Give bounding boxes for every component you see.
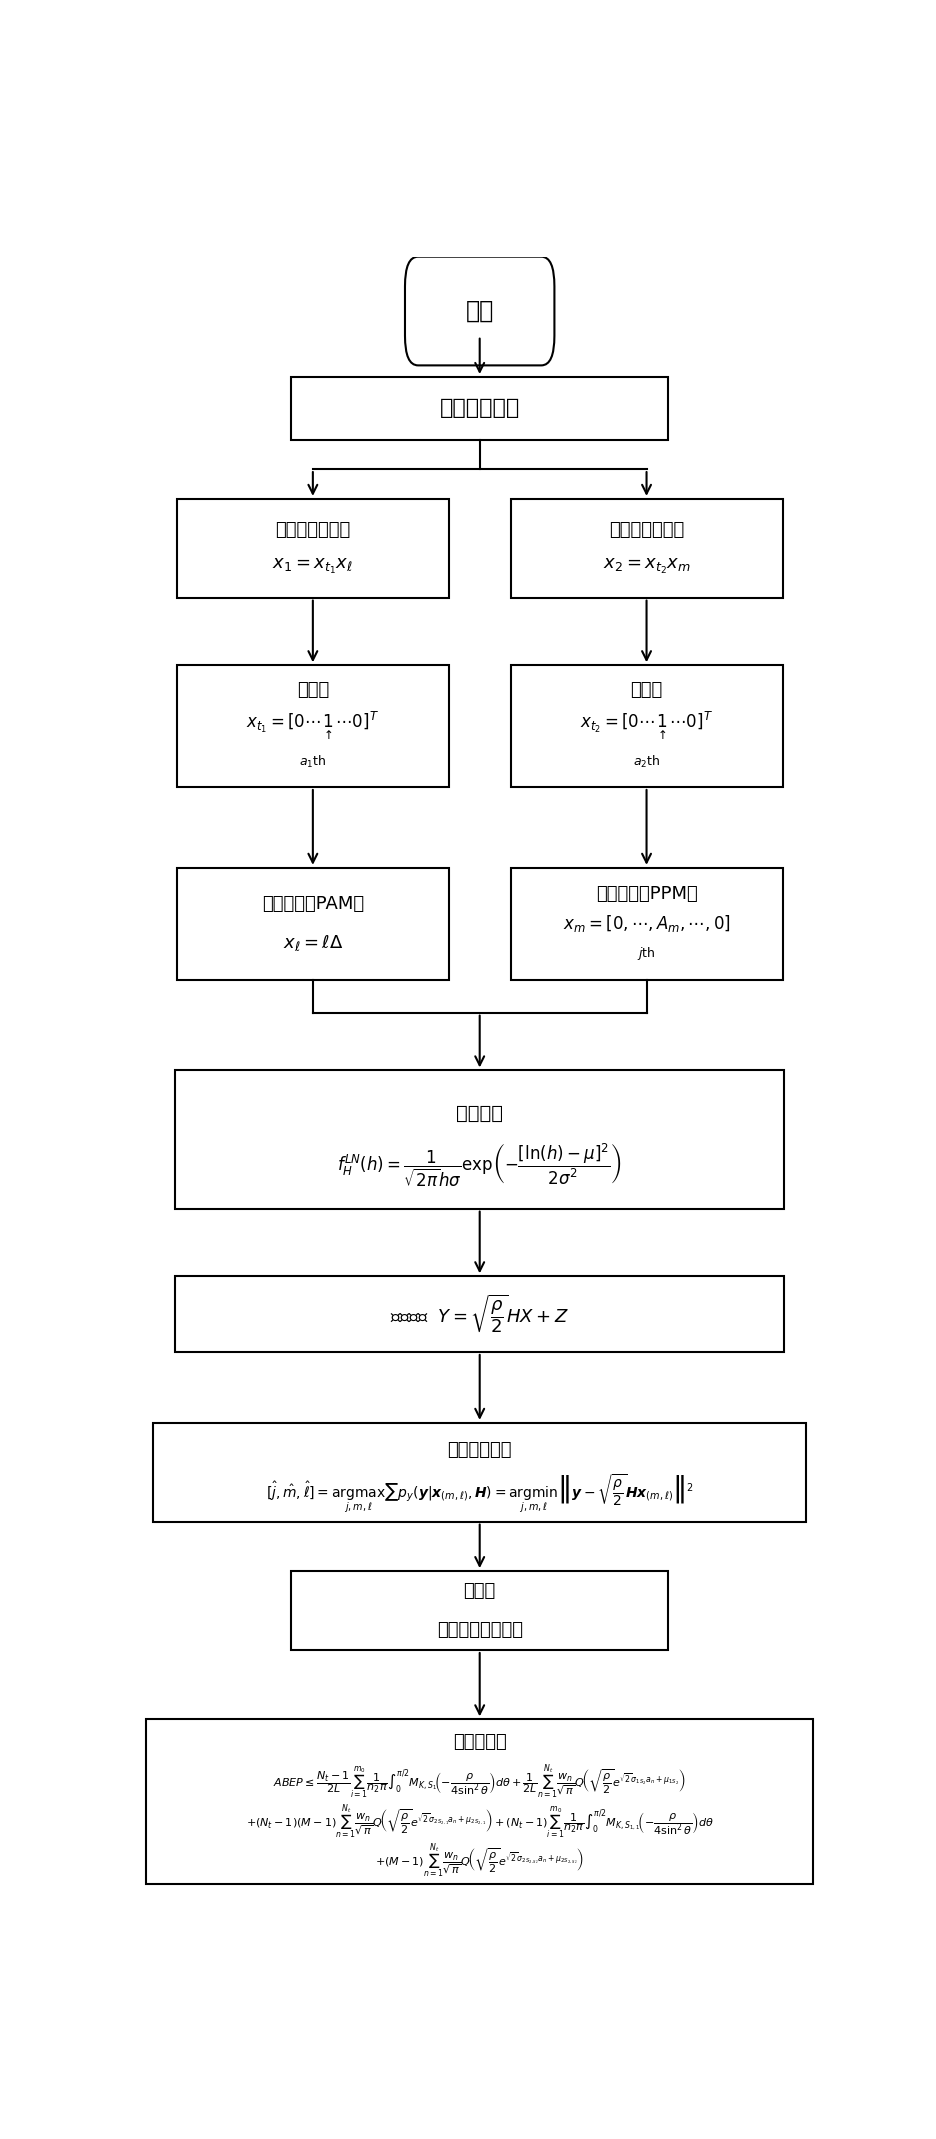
Text: 解映射: 解映射 <box>463 1581 496 1600</box>
FancyBboxPatch shape <box>405 257 554 366</box>
Text: 误码率上界: 误码率上界 <box>453 1733 506 1752</box>
Text: 层映射: 层映射 <box>631 680 663 699</box>
FancyBboxPatch shape <box>177 498 449 597</box>
Text: 比特映射（PPM）: 比特映射（PPM） <box>595 886 697 903</box>
Text: $f_H^{LN}(h)=\dfrac{1}{\sqrt{2\pi}h\sigma}\exp\!\left(-\dfrac{[\ln(h)-\mu]^2}{2\: $f_H^{LN}(h)=\dfrac{1}{\sqrt{2\pi}h\sigm… <box>337 1142 622 1189</box>
Text: 大气信道: 大气信道 <box>456 1104 504 1123</box>
Text: $x_{t_2}=[0\cdots\underset{\uparrow}{1}\cdots0]^T$: $x_{t_2}=[0\cdots\underset{\uparrow}{1}\… <box>580 710 713 742</box>
Text: 恢复出原始比特流: 恢复出原始比特流 <box>437 1621 522 1638</box>
Text: $j$th: $j$th <box>637 945 656 963</box>
Text: $x_1 = x_{t_1} x_{\ell}$: $x_1 = x_{t_1} x_{\ell}$ <box>272 556 353 575</box>
FancyBboxPatch shape <box>175 1070 784 1209</box>
Text: $+(N_t-1)(M-1)\sum_{n=1}^{N_t}\dfrac{w_n}{\sqrt{\pi}}Q\!\left(\sqrt{\dfrac{\rho}: $+(N_t-1)(M-1)\sum_{n=1}^{N_t}\dfrac{w_n… <box>245 1803 714 1840</box>
FancyBboxPatch shape <box>291 1570 668 1649</box>
FancyBboxPatch shape <box>154 1422 806 1521</box>
FancyBboxPatch shape <box>510 498 782 597</box>
Text: 第二层调制信号: 第二层调制信号 <box>609 522 684 539</box>
FancyBboxPatch shape <box>510 868 782 980</box>
Text: $x_2 = x_{t_2} x_m$: $x_2 = x_{t_2} x_m$ <box>603 556 691 575</box>
FancyBboxPatch shape <box>175 1277 784 1352</box>
Text: 接收信号  $Y=\sqrt{\dfrac{\rho}{2}}HX+Z$: 接收信号 $Y=\sqrt{\dfrac{\rho}{2}}HX+Z$ <box>390 1292 569 1335</box>
FancyBboxPatch shape <box>177 868 449 980</box>
Text: $a_2$th: $a_2$th <box>633 755 660 770</box>
Text: $+(M-1)\sum_{n=1}^{N_t}\dfrac{w_n}{\sqrt{\pi}}Q\!\left(\sqrt{\dfrac{\rho}{2}}e^{: $+(M-1)\sum_{n=1}^{N_t}\dfrac{w_n}{\sqrt… <box>375 1842 584 1880</box>
Text: $x_m=[0,\cdots,A_m,\cdots,0]$: $x_m=[0,\cdots,A_m,\cdots,0]$ <box>563 913 730 935</box>
Text: $x_{t_1}=[0\cdots\underset{\uparrow}{1}\cdots0]^T$: $x_{t_1}=[0\cdots\underset{\uparrow}{1}\… <box>246 710 379 742</box>
FancyBboxPatch shape <box>510 665 782 787</box>
FancyBboxPatch shape <box>177 665 449 787</box>
FancyBboxPatch shape <box>146 1720 813 1884</box>
Text: $ABEP\leq\dfrac{N_t-1}{2L}\sum_{i=1}^{m_0}\dfrac{1}{n_2\pi}\int_0^{\pi/2}M_{K,S_: $ABEP\leq\dfrac{N_t-1}{2L}\sum_{i=1}^{m_… <box>273 1763 686 1801</box>
Text: 最大似然检测: 最大似然检测 <box>447 1442 512 1459</box>
Text: 开始: 开始 <box>465 299 494 323</box>
Text: 二进制比特流: 二进制比特流 <box>440 398 519 419</box>
Text: 比特映射（PAM）: 比特映射（PAM） <box>262 894 364 913</box>
Text: $a_1$th: $a_1$th <box>300 755 327 770</box>
FancyBboxPatch shape <box>291 376 668 438</box>
Text: 层映射: 层映射 <box>297 680 329 699</box>
Text: 第一层调制信号: 第一层调制信号 <box>275 522 350 539</box>
Text: $[\hat{j},\hat{m},\hat{\ell}]=\underset{j,m,\ell}{\mathrm{argmax}}\sum p_y(\bold: $[\hat{j},\hat{m},\hat{\ell}]=\underset{… <box>266 1474 694 1514</box>
Text: $x_{\ell}=\ell\Delta$: $x_{\ell}=\ell\Delta$ <box>283 933 344 954</box>
